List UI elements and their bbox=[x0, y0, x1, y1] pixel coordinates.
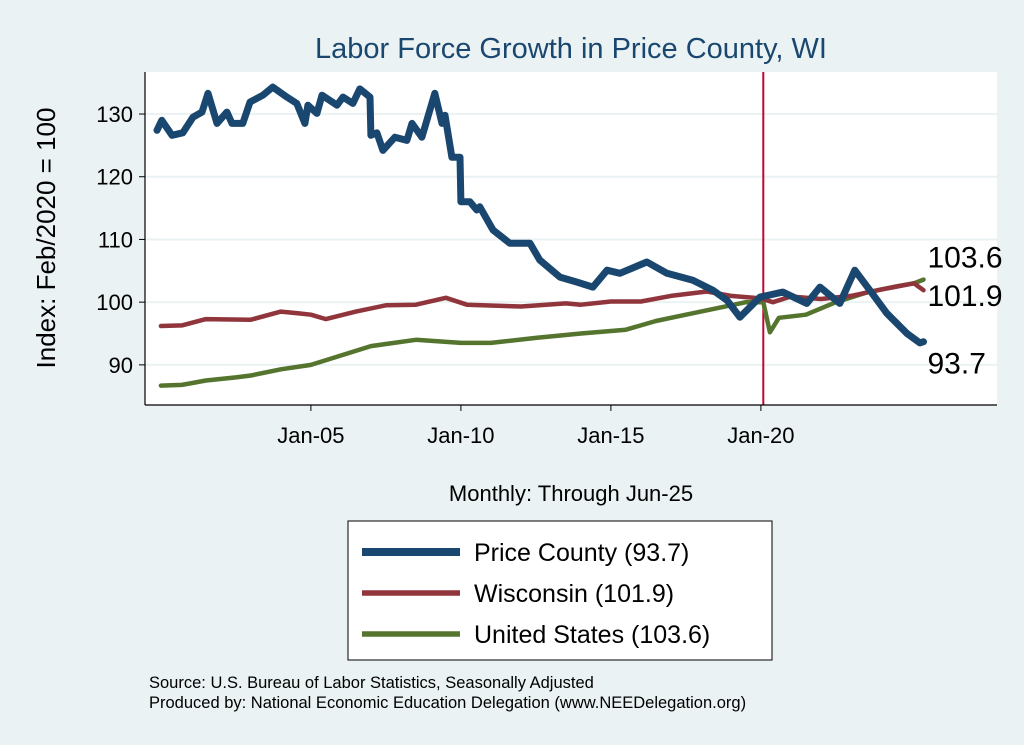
produced-by-text: Produced by: National Economic Education… bbox=[149, 694, 747, 712]
legend-label: Wisconsin (101.9) bbox=[474, 580, 674, 608]
y-tick-label: 90 bbox=[109, 353, 133, 378]
legend-label: United States (103.6) bbox=[474, 621, 710, 649]
y-tick-label: 120 bbox=[96, 165, 133, 190]
source-notes: Source: U.S. Bureau of Labor Statistics,… bbox=[149, 673, 746, 713]
end-value-label: 101.9 bbox=[928, 280, 1003, 313]
x-tick-label: Jan-20 bbox=[727, 423, 794, 448]
legend-label: Price County (93.7) bbox=[474, 539, 689, 567]
y-tick-label: 110 bbox=[98, 227, 133, 252]
end-value-label: 103.6 bbox=[928, 242, 1003, 275]
x-axis-label: Monthly: Through Jun-25 bbox=[449, 481, 693, 506]
y-tick-label: 100 bbox=[96, 290, 133, 315]
series-line bbox=[153, 83, 927, 347]
x-tick-label: Jan-15 bbox=[577, 423, 644, 448]
x-tick-label: Jan-10 bbox=[427, 423, 494, 448]
end-value-label: 93.7 bbox=[928, 348, 986, 381]
series-line bbox=[158, 277, 926, 388]
source-text: Source: U.S. Bureau of Labor Statistics,… bbox=[149, 674, 594, 692]
y-tick-label: 130 bbox=[96, 102, 133, 127]
chart-title: Labor Force Growth in Price County, WI bbox=[315, 33, 827, 65]
y-axis-label: Index: Feb/2020 = 100 bbox=[31, 108, 61, 369]
x-tick-label: Jan-05 bbox=[277, 423, 344, 448]
